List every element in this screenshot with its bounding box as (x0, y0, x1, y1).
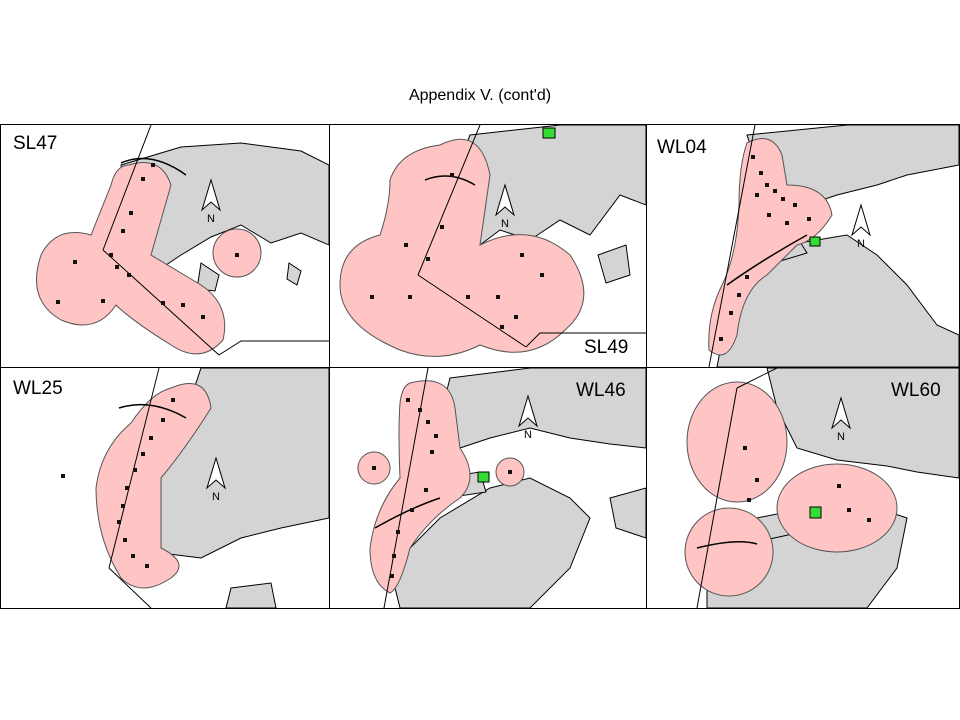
coast-road (726, 234, 808, 286)
map-grid: N SL47 N (0, 124, 960, 609)
north-label: N (837, 431, 845, 443)
panel-label: WL04 (657, 137, 707, 158)
map-wl60: N (684, 368, 959, 608)
map-wl04: N (708, 125, 959, 367)
home-range (708, 138, 833, 356)
page-title: Appendix V. (cont'd) (408, 87, 552, 104)
transect-line (708, 125, 756, 367)
north-label: N (207, 213, 215, 225)
land-mass (597, 244, 631, 284)
transect-line (417, 125, 481, 276)
transect-line (736, 368, 778, 389)
land-mass (225, 582, 277, 608)
panel-label: WL60 (891, 380, 941, 401)
home-range (369, 380, 471, 594)
panel-label: WL25 (13, 378, 63, 399)
home-range (776, 463, 898, 553)
relocation-points (61, 398, 175, 568)
coast-road (120, 157, 187, 176)
transect-line (108, 567, 152, 608)
north-arrow: N (201, 178, 221, 225)
map-panel-wl04: N WL04 (647, 125, 959, 367)
transect-line (218, 340, 329, 356)
transect-line (525, 332, 646, 348)
panel-label: SL47 (13, 133, 58, 154)
relocation-points (372, 398, 512, 578)
land-mass (286, 262, 302, 286)
grid-divider (646, 125, 647, 608)
map-sl49: N (339, 125, 646, 357)
transect-line (696, 387, 738, 608)
north-arrow: N (206, 456, 226, 503)
map-wl25: N (61, 368, 329, 608)
land-mass (196, 262, 220, 292)
grid-divider (1, 367, 959, 368)
relocation-points (719, 155, 811, 341)
home-range (95, 383, 212, 589)
north-arrow: N (495, 183, 515, 230)
north-label: N (524, 429, 532, 441)
north-arrow: N (831, 396, 851, 443)
grid-divider (329, 125, 330, 608)
north-label: N (857, 238, 865, 250)
home-range (339, 138, 585, 357)
map-panel-wl46: N WL46 (330, 368, 646, 608)
home-range (36, 162, 226, 355)
relocation-points (743, 446, 871, 522)
release-site (809, 506, 822, 519)
coast-road (118, 403, 187, 419)
release-site (477, 471, 490, 483)
home-range (684, 507, 774, 597)
land-mass (389, 477, 591, 608)
north-label: N (212, 491, 220, 503)
map-panel-wl25: N WL25 (1, 368, 329, 608)
north-label: N (501, 218, 509, 230)
map-panel-sl49: N SL49 (330, 125, 646, 367)
north-arrow: N (851, 203, 871, 250)
relocation-points (56, 163, 239, 319)
home-range (686, 381, 788, 503)
coast-road (374, 497, 441, 529)
map-panel-wl60: N WL60 (647, 368, 959, 608)
map-wl46: N (357, 368, 646, 608)
panel-label: WL46 (576, 380, 626, 401)
north-arrow-shape (206, 456, 226, 490)
transect-line (102, 125, 152, 251)
map-panel-sl47: N SL47 (1, 125, 329, 367)
coast-road (696, 541, 758, 549)
relocation-points (370, 173, 544, 329)
land-mass (609, 487, 646, 539)
release-site (809, 236, 821, 247)
map-sl47: N (36, 125, 329, 356)
transect-line (417, 274, 527, 348)
release-site (542, 127, 556, 139)
panel-label: SL49 (584, 337, 629, 358)
north-arrow: N (518, 394, 538, 441)
